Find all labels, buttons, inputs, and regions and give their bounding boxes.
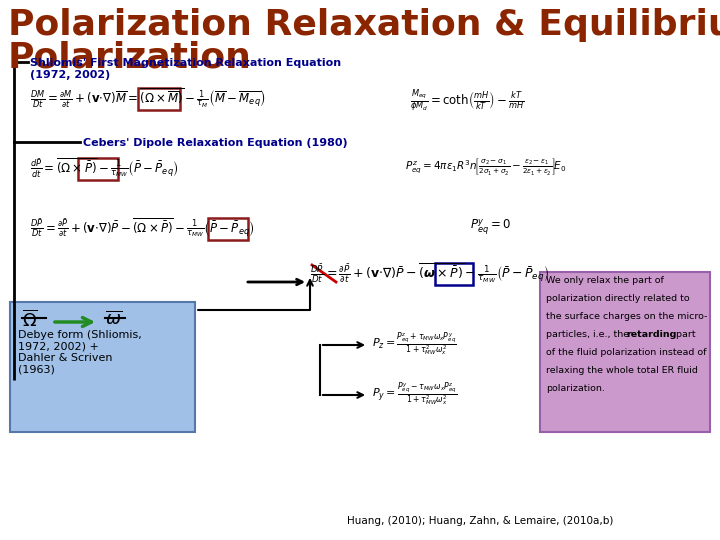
- Text: $\overline{\Omega}$: $\overline{\Omega}$: [22, 310, 37, 331]
- Text: Debye form (Shliomis,
1972, 2002) +
Dahler & Scriven
(1963): Debye form (Shliomis, 1972, 2002) + Dahl…: [18, 330, 142, 375]
- Text: particles, i.e., the: particles, i.e., the: [546, 330, 632, 339]
- Text: $P_y=\frac{P_{eq}^y-\tau_{MW}\omega_x P_{eq}^z}{1+\tau_{MW}^2\omega_x^2}$: $P_y=\frac{P_{eq}^y-\tau_{MW}\omega_x P_…: [372, 380, 457, 408]
- Text: Huang, (2010); Huang, Zahn, & Lemaire, (2010a,b): Huang, (2010); Huang, Zahn, & Lemaire, (…: [347, 516, 613, 526]
- Text: polarization.: polarization.: [546, 384, 605, 393]
- Bar: [208, 218, 248, 240]
- Bar: [138, 88, 180, 110]
- Text: $\frac{DM}{Dt}=\frac{\partial M}{\partial t}+\left(\mathbf{v}{\cdot}\nabla\right: $\frac{DM}{Dt}=\frac{\partial M}{\partia…: [30, 87, 266, 110]
- Text: $P_{eq}^z=4\pi\varepsilon_1 R^3 n\!\left[\frac{\sigma_2-\sigma_1}{2\sigma_1+\sig: $P_{eq}^z=4\pi\varepsilon_1 R^3 n\!\left…: [405, 156, 567, 177]
- Text: $\frac{D\bar{P}}{Dt}=\frac{\partial\bar{P}}{\partial t}+\left(\mathbf{v}{\cdot}\: $\frac{D\bar{P}}{Dt}=\frac{\partial\bar{…: [310, 262, 549, 285]
- Text: retarding: retarding: [626, 330, 676, 339]
- Text: polarization directly related to: polarization directly related to: [546, 294, 690, 303]
- Text: Shliomis' First Magnetization Relaxation Equation: Shliomis' First Magnetization Relaxation…: [30, 58, 341, 68]
- Text: Polarization Relaxation & Equilibrium: Polarization Relaxation & Equilibrium: [8, 8, 720, 42]
- Text: Cebers' Dipole Relaxation Equation (1980): Cebers' Dipole Relaxation Equation (1980…: [83, 138, 348, 148]
- Text: $\frac{d\bar{P}}{dt}=\overline{\left(\Omega\times\bar{P}\right)}-\frac{1}{\tau_{: $\frac{d\bar{P}}{dt}=\overline{\left(\Om…: [30, 156, 179, 180]
- Text: We only relax the part of: We only relax the part of: [546, 276, 664, 285]
- Text: $\frac{D\bar{P}}{Dt}=\frac{\partial\bar{P}}{\partial t}+\left(\mathbf{v}{\cdot}\: $\frac{D\bar{P}}{Dt}=\frac{\partial\bar{…: [30, 216, 255, 239]
- Text: the surface charges on the micro-: the surface charges on the micro-: [546, 312, 707, 321]
- Text: relaxing the whole total ER fluid: relaxing the whole total ER fluid: [546, 366, 698, 375]
- Text: part: part: [672, 330, 696, 339]
- Text: $\frac{M_{eq}}{\phi M_d}=\coth\!\left(\frac{mH}{kT}\right)-\frac{kT}{mH}$: $\frac{M_{eq}}{\phi M_d}=\coth\!\left(\f…: [410, 87, 525, 113]
- Text: $\overline{\omega}$: $\overline{\omega}$: [105, 310, 122, 328]
- Bar: [435, 263, 473, 285]
- Text: of the fluid polarization instead of: of the fluid polarization instead of: [546, 348, 706, 357]
- Bar: [540, 272, 710, 432]
- Text: $P_z=\frac{P_{eq}^z+\tau_{MW}\omega_x P_{eq}^y}{1+\tau_{MW}^2\omega_x^2}$: $P_z=\frac{P_{eq}^z+\tau_{MW}\omega_x P_…: [372, 330, 456, 357]
- Bar: [10, 302, 195, 432]
- Text: $P_{eq}^y=0$: $P_{eq}^y=0$: [470, 218, 510, 238]
- Text: Polarization: Polarization: [8, 40, 252, 74]
- Text: (1972, 2002): (1972, 2002): [30, 70, 110, 80]
- Bar: [78, 158, 118, 180]
